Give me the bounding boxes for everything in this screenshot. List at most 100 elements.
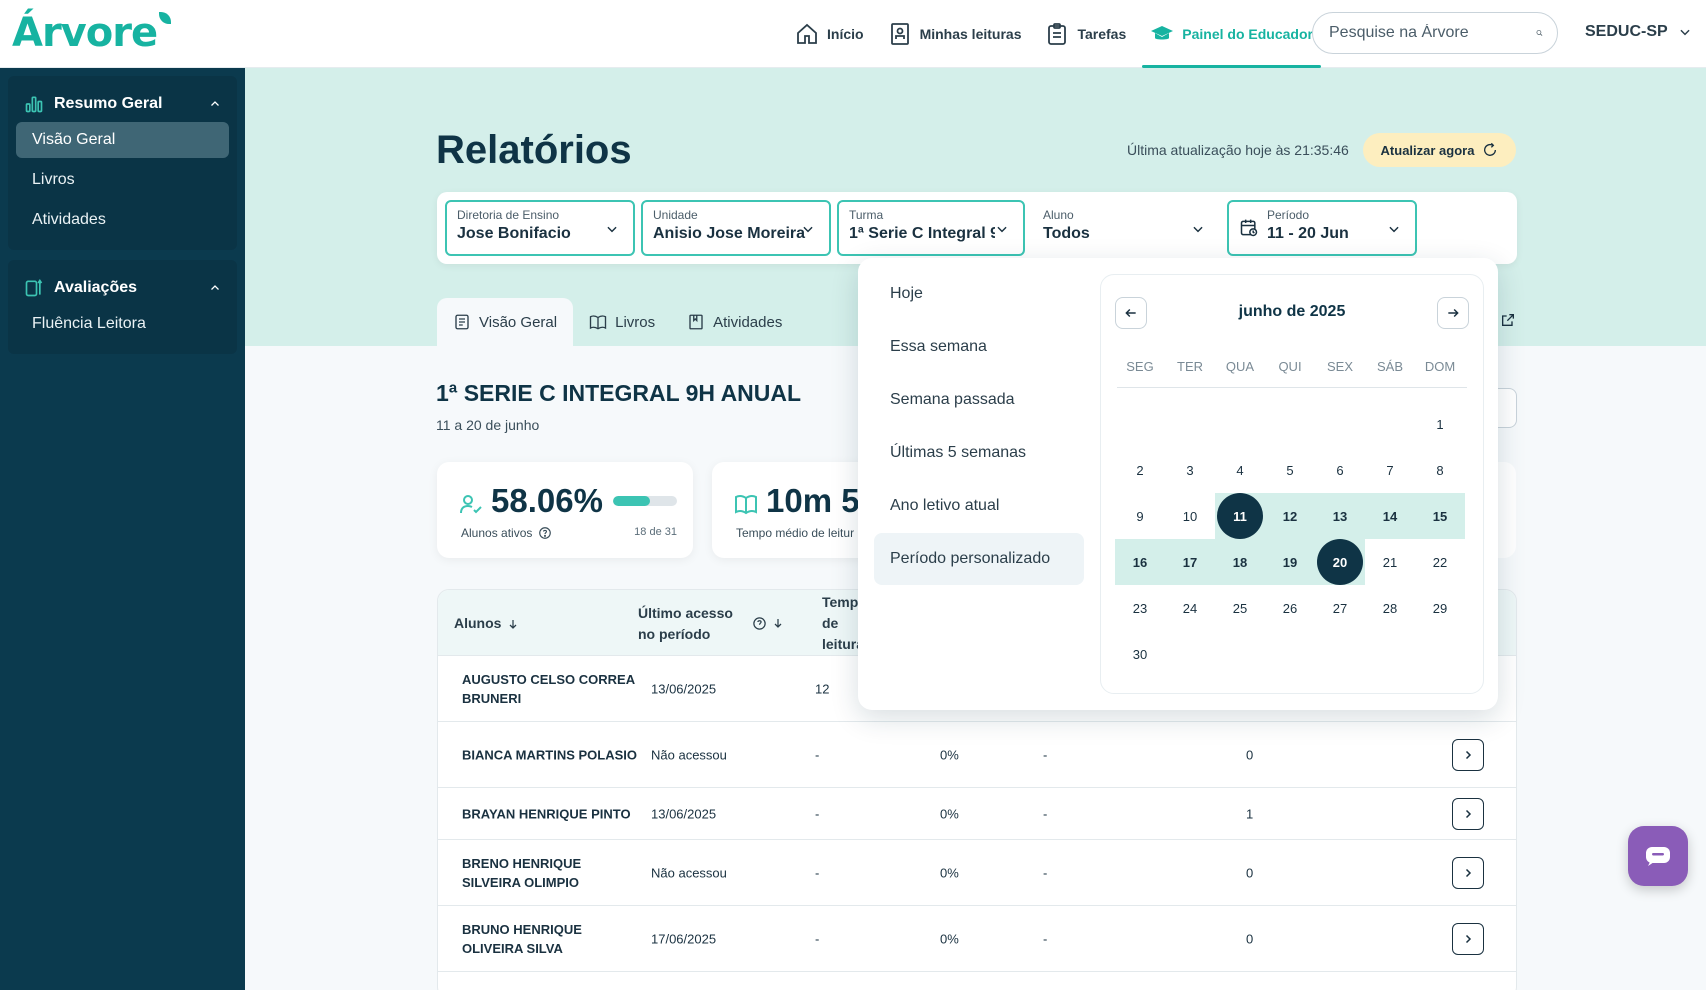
- calendar-day[interactable]: 24: [1182, 600, 1198, 616]
- update-now-button[interactable]: Atualizar agora: [1363, 133, 1516, 167]
- search-icon[interactable]: [1536, 24, 1543, 42]
- calendar-clock-icon: [1240, 219, 1258, 237]
- calendar-day[interactable]: 2: [1136, 462, 1144, 478]
- chevron-right-icon: [1465, 934, 1472, 943]
- calendar-day[interactable]: 18: [1215, 539, 1265, 585]
- row-details-button[interactable]: [1452, 738, 1484, 771]
- tab-atividades[interactable]: Atividades: [671, 298, 798, 346]
- cell-reading-time: -: [815, 931, 820, 946]
- preset-option[interactable]: Período personalizado: [874, 533, 1084, 585]
- chevron-right-icon: [1465, 868, 1472, 877]
- search-input[interactable]: [1329, 24, 1536, 42]
- calendar-day[interactable]: 8: [1436, 462, 1444, 478]
- chevron-down-icon: [803, 226, 813, 233]
- table-row: BRAYAN HENRIQUE PINTO 13/06/2025 - 0% - 1: [438, 788, 1516, 840]
- row-details-button[interactable]: [1452, 922, 1484, 955]
- calendar-day[interactable]: 29: [1432, 600, 1448, 616]
- reading-time-label: Tempo médio de leitur: [736, 526, 855, 540]
- calendar-day[interactable]: 12: [1265, 493, 1315, 539]
- arrow-down-icon[interactable]: [772, 616, 784, 630]
- calendar-day[interactable]: 1: [1436, 416, 1444, 432]
- filter-periodo[interactable]: Período 11 - 20 Jun: [1227, 200, 1417, 256]
- header-reading-time[interactable]: Tempo de leitura: [822, 594, 867, 652]
- sidebar-item-fluencia-leitora[interactable]: Fluência Leitora: [32, 315, 146, 332]
- calendar-day[interactable]: 27: [1332, 600, 1348, 616]
- row-details-button[interactable]: [1452, 856, 1484, 889]
- row-details-button[interactable]: [1452, 797, 1484, 830]
- prev-month-button[interactable]: [1115, 297, 1147, 329]
- report-tabs: Visão Geral Livros Atividades: [437, 298, 798, 346]
- nav-inicio[interactable]: Início: [795, 0, 864, 68]
- nav-minhas-leituras[interactable]: Minhas leituras: [888, 0, 1021, 68]
- tab-livros[interactable]: Livros: [573, 298, 671, 346]
- filter-aluno[interactable]: Aluno Todos: [1031, 200, 1221, 256]
- nav-tarefas[interactable]: Tarefas: [1045, 0, 1126, 68]
- preset-option[interactable]: Últimas 5 semanas: [890, 444, 1027, 461]
- preset-option[interactable]: Ano letivo atual: [890, 497, 1000, 514]
- preset-option[interactable]: Semana passada: [890, 391, 1015, 408]
- cell-count: 0: [1246, 931, 1254, 946]
- cell-percentage: 0%: [940, 806, 959, 821]
- sidebar-group-label: Avaliações: [54, 279, 138, 296]
- calendar-day[interactable]: 19: [1265, 539, 1315, 585]
- selected-day-marker: 20: [1317, 539, 1363, 585]
- filter-turma[interactable]: Turma 1ª Serie C Integral 9h: [837, 200, 1025, 256]
- filter-unidade[interactable]: Unidade Anisio Jose Moreira: [641, 200, 831, 256]
- sidebar-group-header-avaliacoes[interactable]: Avaliações: [16, 274, 229, 302]
- nav-painel-educador[interactable]: Painel do Educador: [1142, 0, 1321, 68]
- table-row: BIANCA MARTINS POLASIO Não acessou - 0% - 0: [438, 722, 1516, 788]
- calendar-day[interactable]: 11: [1215, 493, 1265, 539]
- calendar-day[interactable]: 23: [1132, 600, 1148, 616]
- filter-diretoria[interactable]: Diretoria de Ensino Jose Bonifacio: [445, 200, 635, 256]
- calendar-day[interactable]: 4: [1236, 462, 1244, 478]
- cell-reading-time: -: [815, 865, 820, 880]
- calendar-day[interactable]: 14: [1365, 493, 1415, 539]
- calendar-day[interactable]: 9: [1136, 508, 1144, 524]
- help-icon[interactable]: [752, 616, 767, 631]
- chevron-down-icon: [1680, 29, 1690, 36]
- class-title: 1ª SERIE C INTEGRAL 9H ANUAL: [436, 380, 802, 406]
- preset-option[interactable]: Essa semana: [890, 338, 987, 355]
- calendar-day[interactable]: 25: [1232, 600, 1248, 616]
- graduation-cap-icon: [1151, 26, 1174, 40]
- calendar-day[interactable]: 30: [1132, 646, 1148, 662]
- calendar-day[interactable]: 5: [1286, 462, 1294, 478]
- arvore-logo[interactable]: Árvore: [12, 10, 172, 56]
- home-icon: [797, 23, 817, 44]
- document-icon: [455, 314, 469, 330]
- calendar-day[interactable]: 20: [1315, 539, 1365, 585]
- preset-option[interactable]: Hoje: [890, 285, 923, 302]
- chat-button[interactable]: [1628, 826, 1688, 886]
- calendar-day[interactable]: 7: [1386, 462, 1394, 478]
- active-students-progress: [613, 496, 677, 506]
- calendar-day[interactable]: 10: [1182, 508, 1198, 524]
- org-selector[interactable]: SEDUC-SP: [1585, 23, 1692, 41]
- header-last-access[interactable]: Último acesso no período: [638, 605, 733, 642]
- sidebar-group-header-resumo[interactable]: Resumo Geral: [16, 90, 229, 118]
- tab-label: Livros: [615, 313, 656, 331]
- filter-value: Todos: [1043, 225, 1090, 242]
- calendar-day[interactable]: 15: [1415, 493, 1465, 539]
- sidebar-item-atividades[interactable]: Atividades: [32, 211, 106, 228]
- tab-visao-geral[interactable]: Visão Geral: [437, 298, 574, 346]
- sidebar-item-visao-geral[interactable]: Visão Geral: [16, 122, 229, 158]
- calendar-day[interactable]: 22: [1432, 554, 1448, 570]
- sidebar-item-livros[interactable]: Livros: [32, 171, 75, 188]
- external-link-icon[interactable]: [1500, 312, 1516, 328]
- help-icon[interactable]: [538, 526, 552, 540]
- activities-icon: [689, 314, 703, 330]
- bar-chart-icon: [25, 96, 43, 113]
- calendar-day[interactable]: 13: [1315, 493, 1365, 539]
- calendar-day[interactable]: 3: [1186, 462, 1194, 478]
- next-month-button[interactable]: [1437, 297, 1469, 329]
- header-students[interactable]: Alunos: [454, 613, 519, 634]
- sidebar-group-avaliacoes: Avaliações Fluência Leitora: [8, 260, 237, 354]
- calendar-day[interactable]: 16: [1115, 539, 1165, 585]
- cell-reading-time: -: [815, 747, 820, 762]
- calendar-day[interactable]: 28: [1382, 600, 1398, 616]
- chevron-right-icon: [1465, 809, 1472, 818]
- calendar-day[interactable]: 6: [1336, 462, 1344, 478]
- calendar-day[interactable]: 17: [1165, 539, 1215, 585]
- calendar-day[interactable]: 21: [1382, 554, 1398, 570]
- calendar-day[interactable]: 26: [1282, 600, 1298, 616]
